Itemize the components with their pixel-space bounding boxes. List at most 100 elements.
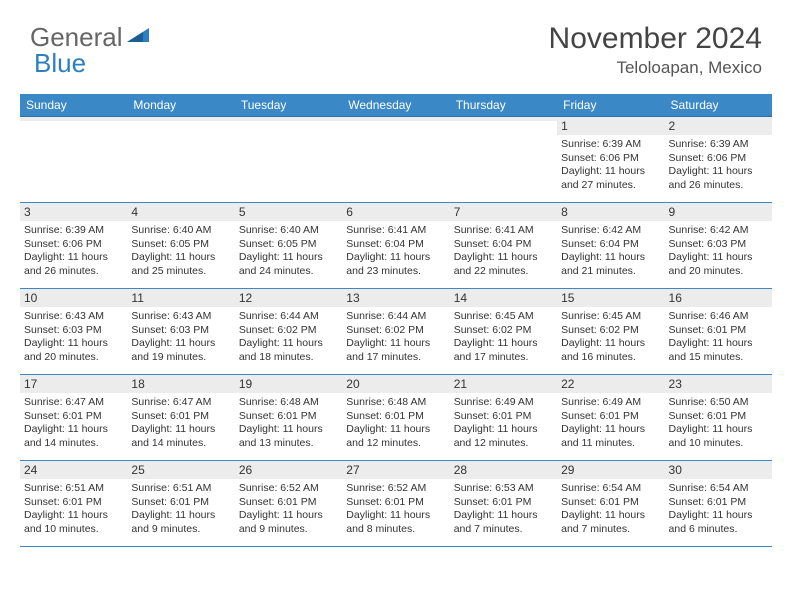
day-header: Thursday bbox=[450, 94, 557, 117]
day-number bbox=[235, 117, 342, 121]
day-sun-details: Sunrise: 6:46 AMSunset: 6:01 PMDaylight:… bbox=[665, 307, 772, 366]
day-sun-details: Sunrise: 6:39 AMSunset: 6:06 PMDaylight:… bbox=[20, 221, 127, 280]
daylight-line: Daylight: 11 hours and 17 minutes. bbox=[454, 337, 553, 364]
calendar-week-row: 3Sunrise: 6:39 AMSunset: 6:06 PMDaylight… bbox=[20, 203, 772, 289]
day-number: 1 bbox=[557, 117, 664, 135]
day-sun-details: Sunrise: 6:39 AMSunset: 6:06 PMDaylight:… bbox=[665, 135, 772, 194]
sunrise-line: Sunrise: 6:54 AM bbox=[669, 482, 768, 495]
calendar-day-cell: 28Sunrise: 6:53 AMSunset: 6:01 PMDayligh… bbox=[450, 461, 557, 547]
sunset-line: Sunset: 6:01 PM bbox=[24, 496, 123, 509]
month-title: November 2024 bbox=[549, 22, 762, 56]
daylight-line: Daylight: 11 hours and 9 minutes. bbox=[131, 509, 230, 536]
sunrise-line: Sunrise: 6:42 AM bbox=[561, 224, 660, 237]
calendar-day-cell: 25Sunrise: 6:51 AMSunset: 6:01 PMDayligh… bbox=[127, 461, 234, 547]
sunset-line: Sunset: 6:01 PM bbox=[239, 410, 338, 423]
daylight-line: Daylight: 11 hours and 24 minutes. bbox=[239, 251, 338, 278]
sunset-line: Sunset: 6:01 PM bbox=[669, 410, 768, 423]
sunset-line: Sunset: 6:01 PM bbox=[669, 496, 768, 509]
day-header: Monday bbox=[127, 94, 234, 117]
calendar-day-cell bbox=[450, 117, 557, 203]
sunset-line: Sunset: 6:02 PM bbox=[454, 324, 553, 337]
calendar-day-cell: 2Sunrise: 6:39 AMSunset: 6:06 PMDaylight… bbox=[665, 117, 772, 203]
daylight-line: Daylight: 11 hours and 15 minutes. bbox=[669, 337, 768, 364]
day-sun-details: Sunrise: 6:51 AMSunset: 6:01 PMDaylight:… bbox=[20, 479, 127, 538]
daylight-line: Daylight: 11 hours and 7 minutes. bbox=[454, 509, 553, 536]
day-header: Sunday bbox=[20, 94, 127, 117]
day-number: 22 bbox=[557, 375, 664, 393]
day-number: 23 bbox=[665, 375, 772, 393]
day-number: 2 bbox=[665, 117, 772, 135]
day-sun-details: Sunrise: 6:54 AMSunset: 6:01 PMDaylight:… bbox=[557, 479, 664, 538]
sunset-line: Sunset: 6:04 PM bbox=[346, 238, 445, 251]
sunset-line: Sunset: 6:03 PM bbox=[669, 238, 768, 251]
day-number: 14 bbox=[450, 289, 557, 307]
sunrise-line: Sunrise: 6:43 AM bbox=[131, 310, 230, 323]
daylight-line: Daylight: 11 hours and 26 minutes. bbox=[669, 165, 768, 192]
sunrise-line: Sunrise: 6:46 AM bbox=[669, 310, 768, 323]
daylight-line: Daylight: 11 hours and 19 minutes. bbox=[131, 337, 230, 364]
day-sun-details: Sunrise: 6:42 AMSunset: 6:03 PMDaylight:… bbox=[665, 221, 772, 280]
day-sun-details: Sunrise: 6:41 AMSunset: 6:04 PMDaylight:… bbox=[342, 221, 449, 280]
day-number: 24 bbox=[20, 461, 127, 479]
calendar-day-cell: 1Sunrise: 6:39 AMSunset: 6:06 PMDaylight… bbox=[557, 117, 664, 203]
sunrise-line: Sunrise: 6:41 AM bbox=[454, 224, 553, 237]
title-block: November 2024 Teloloapan, Mexico bbox=[549, 22, 762, 78]
sunrise-line: Sunrise: 6:52 AM bbox=[346, 482, 445, 495]
daylight-line: Daylight: 11 hours and 10 minutes. bbox=[669, 423, 768, 450]
daylight-line: Daylight: 11 hours and 7 minutes. bbox=[561, 509, 660, 536]
calendar-day-cell: 27Sunrise: 6:52 AMSunset: 6:01 PMDayligh… bbox=[342, 461, 449, 547]
day-header: Friday bbox=[557, 94, 664, 117]
day-number: 8 bbox=[557, 203, 664, 221]
sunset-line: Sunset: 6:04 PM bbox=[454, 238, 553, 251]
calendar-week-row: 17Sunrise: 6:47 AMSunset: 6:01 PMDayligh… bbox=[20, 375, 772, 461]
calendar-day-cell bbox=[127, 117, 234, 203]
daylight-line: Daylight: 11 hours and 21 minutes. bbox=[561, 251, 660, 278]
calendar-table: Sunday Monday Tuesday Wednesday Thursday… bbox=[20, 94, 772, 547]
day-number: 26 bbox=[235, 461, 342, 479]
sunset-line: Sunset: 6:01 PM bbox=[346, 410, 445, 423]
day-number: 5 bbox=[235, 203, 342, 221]
daylight-line: Daylight: 11 hours and 26 minutes. bbox=[24, 251, 123, 278]
sunset-line: Sunset: 6:01 PM bbox=[131, 496, 230, 509]
day-number: 18 bbox=[127, 375, 234, 393]
day-sun-details: Sunrise: 6:47 AMSunset: 6:01 PMDaylight:… bbox=[20, 393, 127, 452]
day-number: 12 bbox=[235, 289, 342, 307]
day-sun-details: Sunrise: 6:52 AMSunset: 6:01 PMDaylight:… bbox=[342, 479, 449, 538]
day-number: 25 bbox=[127, 461, 234, 479]
day-sun-details: Sunrise: 6:52 AMSunset: 6:01 PMDaylight:… bbox=[235, 479, 342, 538]
sunrise-line: Sunrise: 6:43 AM bbox=[24, 310, 123, 323]
calendar-day-cell: 26Sunrise: 6:52 AMSunset: 6:01 PMDayligh… bbox=[235, 461, 342, 547]
calendar-day-cell: 15Sunrise: 6:45 AMSunset: 6:02 PMDayligh… bbox=[557, 289, 664, 375]
calendar-day-cell: 30Sunrise: 6:54 AMSunset: 6:01 PMDayligh… bbox=[665, 461, 772, 547]
day-number bbox=[450, 117, 557, 121]
day-header-row: Sunday Monday Tuesday Wednesday Thursday… bbox=[20, 94, 772, 117]
calendar-day-cell: 20Sunrise: 6:48 AMSunset: 6:01 PMDayligh… bbox=[342, 375, 449, 461]
page-header: General November 2024 Teloloapan, Mexico bbox=[0, 0, 792, 84]
sunrise-line: Sunrise: 6:52 AM bbox=[239, 482, 338, 495]
calendar-day-cell bbox=[235, 117, 342, 203]
sunset-line: Sunset: 6:01 PM bbox=[454, 496, 553, 509]
daylight-line: Daylight: 11 hours and 20 minutes. bbox=[669, 251, 768, 278]
day-sun-details: Sunrise: 6:44 AMSunset: 6:02 PMDaylight:… bbox=[342, 307, 449, 366]
location-label: Teloloapan, Mexico bbox=[549, 58, 762, 78]
calendar-day-cell: 13Sunrise: 6:44 AMSunset: 6:02 PMDayligh… bbox=[342, 289, 449, 375]
day-header: Tuesday bbox=[235, 94, 342, 117]
day-number: 10 bbox=[20, 289, 127, 307]
day-number bbox=[20, 117, 127, 121]
day-sun-details: Sunrise: 6:45 AMSunset: 6:02 PMDaylight:… bbox=[557, 307, 664, 366]
calendar-day-cell: 21Sunrise: 6:49 AMSunset: 6:01 PMDayligh… bbox=[450, 375, 557, 461]
day-sun-details: Sunrise: 6:50 AMSunset: 6:01 PMDaylight:… bbox=[665, 393, 772, 452]
sunset-line: Sunset: 6:01 PM bbox=[131, 410, 230, 423]
sunrise-line: Sunrise: 6:39 AM bbox=[561, 138, 660, 151]
day-number: 4 bbox=[127, 203, 234, 221]
brand-part2: Blue bbox=[34, 48, 86, 79]
calendar-day-cell: 29Sunrise: 6:54 AMSunset: 6:01 PMDayligh… bbox=[557, 461, 664, 547]
sunrise-line: Sunrise: 6:47 AM bbox=[131, 396, 230, 409]
calendar-week-row: 24Sunrise: 6:51 AMSunset: 6:01 PMDayligh… bbox=[20, 461, 772, 547]
daylight-line: Daylight: 11 hours and 8 minutes. bbox=[346, 509, 445, 536]
day-number: 7 bbox=[450, 203, 557, 221]
sunrise-line: Sunrise: 6:44 AM bbox=[239, 310, 338, 323]
sunset-line: Sunset: 6:05 PM bbox=[239, 238, 338, 251]
calendar-day-cell: 16Sunrise: 6:46 AMSunset: 6:01 PMDayligh… bbox=[665, 289, 772, 375]
sunrise-line: Sunrise: 6:42 AM bbox=[669, 224, 768, 237]
